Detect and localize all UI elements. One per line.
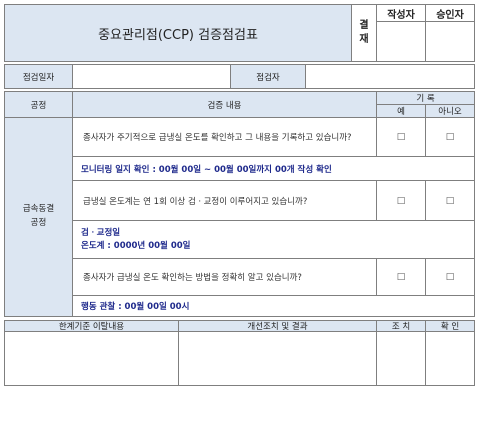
confirm-2-line1: 검ㆍ교정일 <box>81 227 121 238</box>
confirm-1: 모니터링 일지 확인 : 00월 00일 ~ 00월 00일까지 00개 작성 … <box>72 156 475 181</box>
verify-content-header: 검증 내용 <box>72 91 377 118</box>
writer-sign-box[interactable] <box>376 21 426 62</box>
approval-label-text: 결 재 <box>359 20 369 45</box>
confirm-1-text: 모니터링 일지 확인 : 00월 00일 ~ 00월 00일까지 00개 작성 … <box>81 164 332 175</box>
confirm-2-line2: 온도계 : 0000년 00월 00일 <box>81 240 191 251</box>
inspect-date-field[interactable] <box>72 64 231 89</box>
writer-label: 작성자 <box>376 4 426 22</box>
checkbox-yes-1[interactable]: □ <box>376 117 426 157</box>
doc-title: 중요관리점(CCP) 검증점검표 <box>4 4 352 62</box>
improvement-field[interactable] <box>178 331 377 386</box>
no-header: 아니오 <box>425 104 475 118</box>
inspector-label: 점검자 <box>230 64 306 89</box>
confirm-3-text: 행동 관찰 : 00월 00일 00시 <box>81 302 190 312</box>
checkbox-no-2[interactable]: □ <box>425 180 475 221</box>
confirm-3: 행동 관찰 : 00월 00일 00시 <box>72 295 475 317</box>
checkbox-no-1[interactable]: □ <box>425 117 475 157</box>
approval-label: 결 재 <box>351 4 377 62</box>
approver-label: 승인자 <box>425 4 475 22</box>
confirm-field[interactable] <box>425 331 475 386</box>
inspect-date-label: 점검일자 <box>4 64 73 89</box>
inspector-field[interactable] <box>305 64 475 89</box>
approver-sign-box[interactable] <box>425 21 475 62</box>
action-field[interactable] <box>376 331 426 386</box>
process-header: 공정 <box>4 91 73 118</box>
yes-header: 예 <box>376 104 426 118</box>
confirm-2: 검ㆍ교정일 온도계 : 0000년 00월 00일 <box>72 220 475 259</box>
process-name-text: 급속동결 공정 <box>22 204 55 228</box>
question-2: 급냉실 온도계는 연 1회 이상 검ㆍ교정이 이루어지고 있습니까? <box>72 180 377 221</box>
checkbox-yes-3[interactable]: □ <box>376 258 426 296</box>
process-name: 급속동결 공정 <box>4 117 73 317</box>
record-header: 기 록 <box>376 91 475 105</box>
checkbox-yes-2[interactable]: □ <box>376 180 426 221</box>
question-3: 종사자가 급냉실 온도 확인하는 방법을 정확히 알고 있습니까? <box>72 258 377 296</box>
checkbox-no-3[interactable]: □ <box>425 258 475 296</box>
question-1: 종사자가 주기적으로 급냉실 온도를 확인하고 그 내용을 기록하고 있습니까? <box>72 117 377 157</box>
deviation-field[interactable] <box>4 331 179 386</box>
